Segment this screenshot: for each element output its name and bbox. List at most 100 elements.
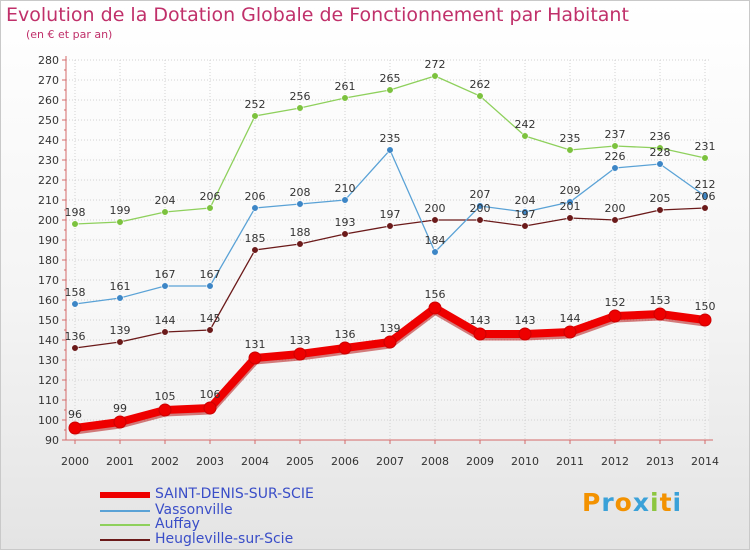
point-vassonville	[431, 248, 439, 256]
data-label-auffay: 198	[65, 206, 86, 219]
point-vassonville	[206, 282, 214, 290]
point-auffay	[161, 208, 169, 216]
point-heugleville-sur-scie	[476, 216, 484, 224]
data-label-vassonville: 206	[245, 190, 266, 203]
y-tick-label: 150	[38, 314, 59, 327]
data-label-vassonville: 167	[200, 268, 221, 281]
point-vassonville	[476, 202, 484, 210]
legend-swatch-saint-denis	[100, 492, 150, 498]
y-tick-label: 90	[45, 434, 59, 447]
point-heugleville-sur-scie	[611, 216, 619, 224]
data-label-heugleville-sur-scie: 200	[605, 202, 626, 215]
data-label-heugleville-sur-scie: 201	[560, 200, 581, 213]
point-heugleville-sur-scie	[116, 338, 124, 346]
x-tick-label: 2013	[646, 455, 674, 468]
axes: 90 100 110 120 130 140 150 160 170 180 190 200 210 22…	[38, 54, 719, 468]
point-vassonville	[71, 300, 79, 308]
data-label-vassonville: 207	[470, 188, 491, 201]
x-tick-label: 2007	[376, 455, 404, 468]
y-tick-label: 160	[38, 294, 59, 307]
point-saint-denis-sur-scie	[68, 421, 82, 435]
x-tick-label: 2011	[556, 455, 584, 468]
legend-label-saint-denis: SAINT-DENIS-SUR-SCIE	[155, 486, 314, 502]
data-label-saint-denis-sur-scie: 156	[425, 288, 446, 301]
data-label-vassonville: 208	[290, 186, 311, 199]
x-tick-label: 2009	[466, 455, 494, 468]
point-auffay	[476, 92, 484, 100]
x-tick-label: 2003	[196, 455, 224, 468]
point-auffay	[656, 144, 664, 152]
data-label-saint-denis-sur-scie: 143	[515, 314, 536, 327]
data-label-saint-denis-sur-scie: 153	[650, 294, 671, 307]
point-auffay	[431, 72, 439, 80]
point-auffay	[71, 220, 79, 228]
x-tick-label: 2002	[151, 455, 179, 468]
point-heugleville-sur-scie	[206, 326, 214, 334]
point-saint-denis-sur-scie	[653, 307, 667, 321]
y-tick-label: 270	[38, 74, 59, 87]
point-heugleville-sur-scie	[656, 206, 664, 214]
data-label-saint-denis-sur-scie: 139	[380, 322, 401, 335]
y-tick-label: 200	[38, 214, 59, 227]
data-label-heugleville-sur-scie: 193	[335, 216, 356, 229]
point-saint-denis-sur-scie	[608, 309, 622, 323]
data-label-saint-denis-sur-scie: 99	[113, 402, 127, 415]
point-saint-denis-sur-scie	[428, 301, 442, 315]
legend-swatch-heugleville	[100, 539, 150, 541]
point-vassonville	[701, 192, 709, 200]
data-label-saint-denis-sur-scie: 136	[335, 328, 356, 341]
point-vassonville	[656, 160, 664, 168]
data-label-auffay: 235	[560, 132, 581, 145]
point-auffay	[206, 204, 214, 212]
point-heugleville-sur-scie	[71, 344, 79, 352]
point-heugleville-sur-scie	[431, 216, 439, 224]
point-heugleville-sur-scie	[386, 222, 394, 230]
point-heugleville-sur-scie	[566, 214, 574, 222]
data-label-heugleville-sur-scie: 200	[425, 202, 446, 215]
data-label-vassonville: 158	[65, 286, 86, 299]
plot-area	[66, 60, 709, 440]
proxiti-logo: Proxiti	[582, 488, 682, 517]
legend-swatch-vassonville	[100, 510, 150, 512]
data-label-vassonville: 226	[605, 150, 626, 163]
x-tick-label: 2010	[511, 455, 539, 468]
point-vassonville	[251, 204, 259, 212]
data-label-auffay: 206	[200, 190, 221, 203]
data-label-heugleville-sur-scie: 139	[110, 324, 131, 337]
y-tick-label: 260	[38, 94, 59, 107]
data-label-heugleville-sur-scie: 136	[65, 330, 86, 343]
data-label-vassonville: 210	[335, 182, 356, 195]
data-label-heugleville-sur-scie: 206	[695, 190, 716, 203]
data-label-saint-denis-sur-scie: 106	[200, 388, 221, 401]
x-tick-label: 2014	[691, 455, 719, 468]
point-vassonville	[161, 282, 169, 290]
logo-letter: r	[601, 488, 615, 517]
point-saint-denis-sur-scie	[383, 335, 397, 349]
data-label-auffay: 256	[290, 90, 311, 103]
data-label-auffay: 265	[380, 72, 401, 85]
y-tick-label: 220	[38, 174, 59, 187]
data-label-vassonville: 228	[650, 146, 671, 159]
y-tick-label: 250	[38, 114, 59, 127]
point-auffay	[116, 218, 124, 226]
x-tick-label: 2005	[286, 455, 314, 468]
logo-letter: o	[614, 488, 633, 517]
y-tick-label: 120	[38, 374, 59, 387]
data-label-vassonville: 204	[515, 194, 536, 207]
y-tick-label: 190	[38, 234, 59, 247]
data-label-heugleville-sur-scie: 200	[470, 202, 491, 215]
data-label-vassonville: 212	[695, 178, 716, 191]
point-auffay	[251, 112, 259, 120]
point-auffay	[611, 142, 619, 150]
data-label-auffay: 204	[155, 194, 176, 207]
point-auffay	[296, 104, 304, 112]
x-tick-label: 2006	[331, 455, 359, 468]
point-auffay	[566, 146, 574, 154]
point-saint-denis-sur-scie	[563, 325, 577, 339]
point-heugleville-sur-scie	[161, 328, 169, 336]
logo-letter: i	[672, 488, 683, 517]
data-label-auffay: 242	[515, 118, 536, 131]
point-auffay	[701, 154, 709, 162]
